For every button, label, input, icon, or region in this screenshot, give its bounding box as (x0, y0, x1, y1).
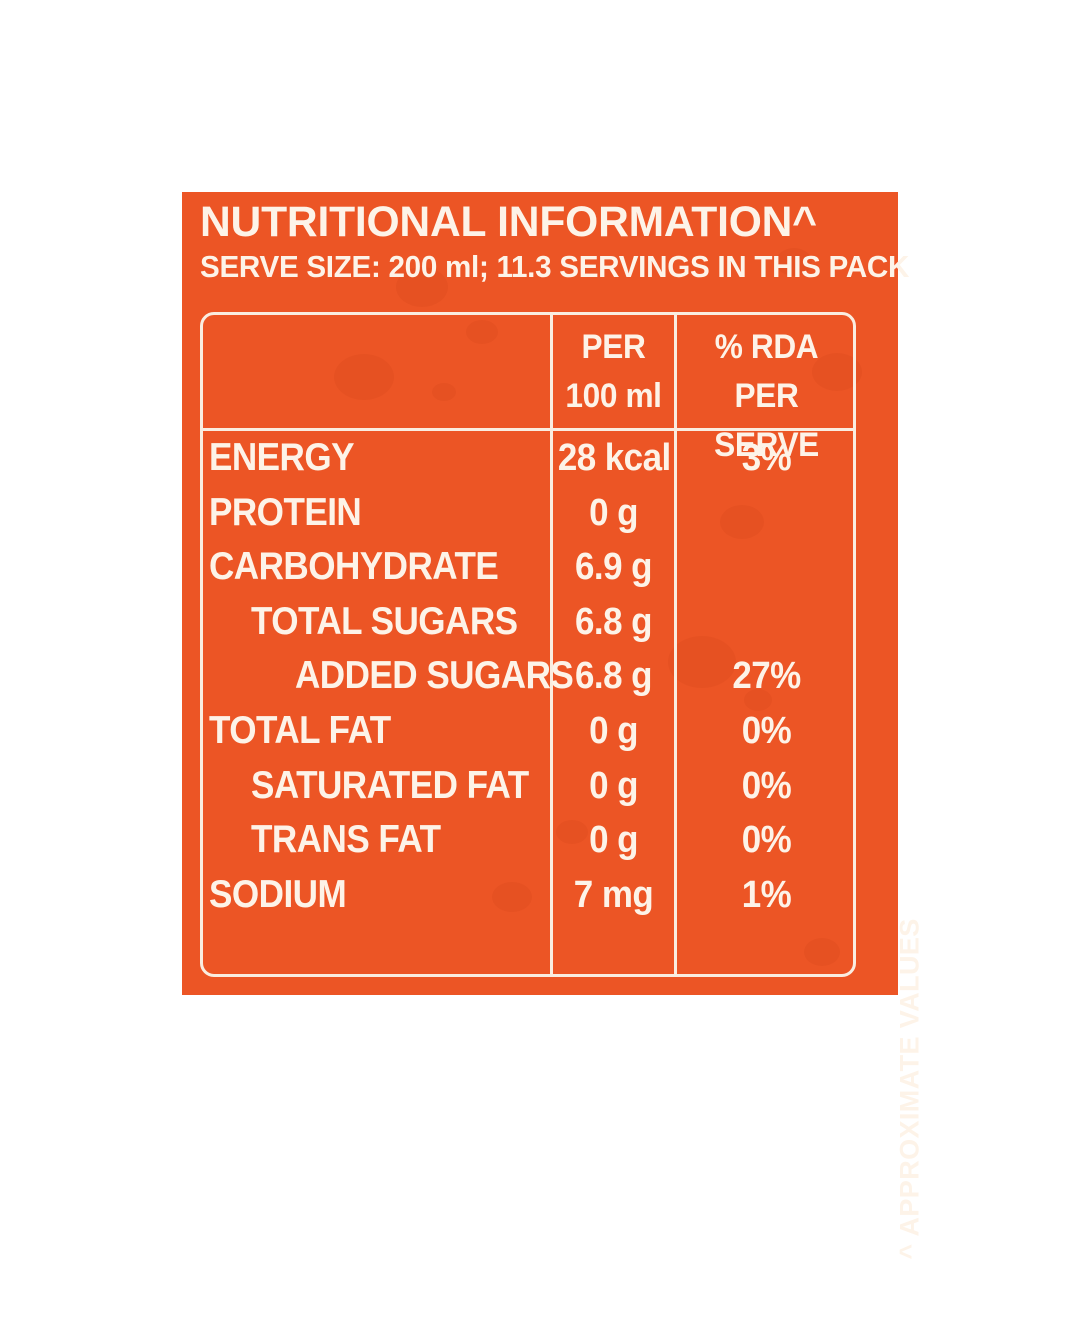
approximate-values-note: ^ APPROXIMATE VALUES (894, 918, 924, 1260)
nutrient-name: TOTAL FAT (209, 708, 391, 752)
nutrient-rda-per-serve: 3% (741, 437, 792, 479)
table-row: TRANS FAT 0 g 0% (203, 813, 853, 868)
table-row: SATURATED FAT 0 g 0% (203, 759, 853, 814)
nutrient-value-per-100ml: 6.8 g (575, 655, 652, 698)
nutrition-label-panel: NUTRITIONAL INFORMATION^ SERVE SIZE: 200… (182, 192, 924, 1260)
column-header-rda-per-serve: % RDA PER SERVE (683, 323, 849, 470)
column-header-rda-line1: % RDA (714, 328, 819, 366)
column-header-per-100ml: PER 100 ml (557, 323, 670, 421)
column-divider-rda (674, 315, 677, 974)
nutrient-name: TRANS FAT (251, 818, 441, 862)
nutrient-value-per-100ml: 0 g (589, 491, 638, 534)
nutrient-rda-per-serve: 1% (741, 873, 792, 916)
nutrient-name: ENERGY (209, 436, 355, 479)
nutrient-rda-per-serve: 0% (741, 709, 792, 752)
table-row: TOTAL SUGARS 6.8 g (203, 595, 853, 650)
table-row: CARBOHYDRATE 6.9 g (203, 540, 853, 595)
nutrient-name: ADDED SUGARS (295, 654, 574, 698)
nutrient-value-per-100ml: 28 kcal (557, 437, 671, 479)
nutrient-value-per-100ml: 0 g (589, 709, 638, 752)
serve-size-text: SERVE SIZE: 200 ml; 11.3 SERVINGS IN THI… (200, 249, 910, 284)
table-header-row: PER 100 ml % RDA PER SERVE (203, 315, 853, 464)
column-divider-per-100ml (550, 315, 553, 974)
nutrient-name: SODIUM (209, 872, 347, 916)
table-header-rule (203, 428, 853, 431)
nutrient-value-per-100ml: 6.9 g (575, 546, 652, 589)
nutrient-value-per-100ml: 0 g (589, 764, 638, 807)
label-header: NUTRITIONAL INFORMATION^ SERVE SIZE: 200… (200, 196, 910, 287)
nutrient-value-per-100ml: 7 mg (573, 873, 654, 916)
table-row: ADDED SUGARS 6.8 g 27% (203, 649, 853, 704)
nutrient-name: TOTAL SUGARS (251, 599, 518, 643)
column-header-per-100ml-line2: 100 ml (565, 377, 662, 415)
column-header-per-100ml-line1: PER (581, 328, 646, 366)
nutrient-value-per-100ml: 0 g (589, 819, 638, 862)
nutrient-name: CARBOHYDRATE (209, 545, 499, 589)
nutrient-name: SATURATED FAT (251, 763, 529, 807)
nutrition-table: PER 100 ml % RDA PER SERVE ENERGY 28 kcal… (200, 312, 856, 977)
table-row: SODIUM 7 mg 1% (203, 868, 853, 923)
nutrient-rda-per-serve: 27% (732, 655, 801, 698)
table-row: ENERGY 28 kcal 3% (203, 431, 853, 486)
nutrient-rda-per-serve: 0% (741, 764, 792, 807)
nutrient-name: PROTEIN (209, 490, 362, 534)
table-row: TOTAL FAT 0 g 0% (203, 704, 853, 759)
table-body: ENERGY 28 kcal 3% PROTEIN 0 g CARBOHYDRATE 6.9… (203, 431, 853, 974)
column-header-rda-line2: PER SERVE (714, 377, 819, 464)
nutrient-value-per-100ml: 6.8 g (575, 600, 652, 643)
table-row: PROTEIN 0 g (203, 486, 853, 541)
page-title: NUTRITIONAL INFORMATION^ (200, 198, 817, 246)
nutrient-rda-per-serve: 0% (741, 819, 792, 862)
